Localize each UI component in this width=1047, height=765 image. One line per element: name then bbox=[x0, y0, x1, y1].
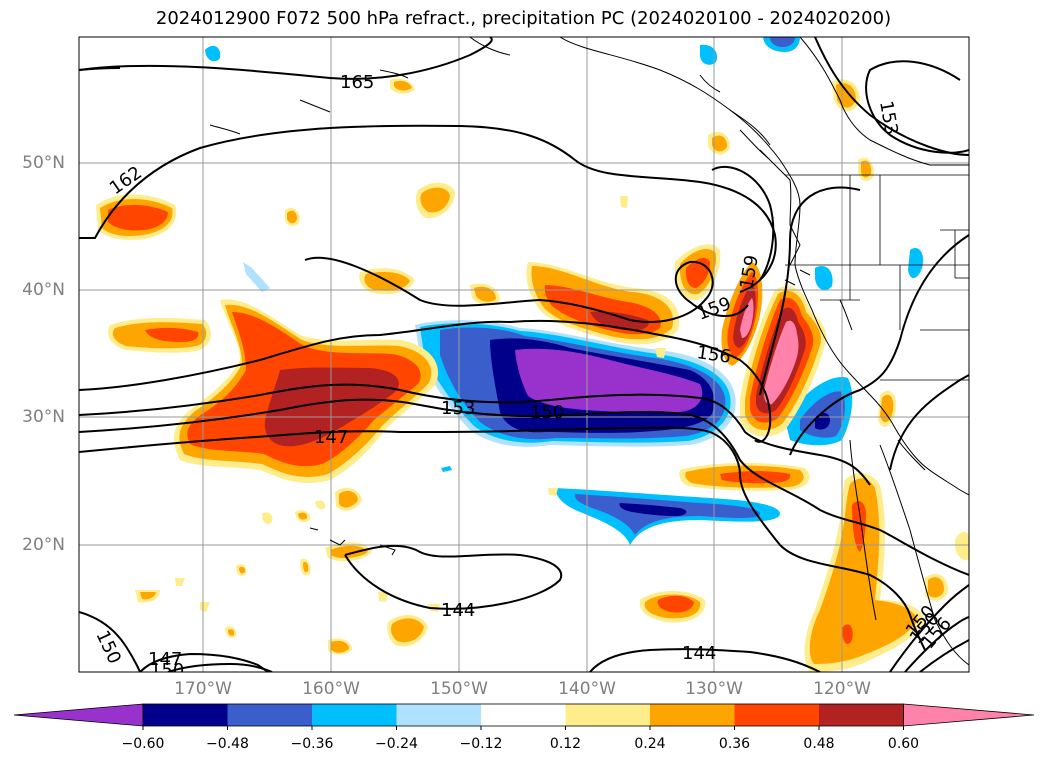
colorbar-tick-label: −0.12 bbox=[459, 736, 503, 752]
contour-label: 147 bbox=[314, 427, 348, 448]
colorbar-swatch bbox=[227, 704, 313, 726]
contour-label: 150 bbox=[150, 660, 184, 681]
colorbar-tick-label: −0.24 bbox=[375, 736, 418, 752]
colorbar-swatch bbox=[819, 704, 904, 726]
colorbar bbox=[13, 703, 1035, 730]
contour-label: 162 bbox=[106, 162, 146, 199]
contour-label: 144 bbox=[441, 600, 475, 621]
contour-label: 165 bbox=[340, 72, 374, 93]
colorbar-tick-label: 0.48 bbox=[803, 736, 835, 752]
colorbar-swatch bbox=[312, 704, 397, 726]
colorbar-tick-label: 0.60 bbox=[887, 736, 920, 752]
colorbar-outline bbox=[142, 703, 904, 727]
lon-label-170w: 170°W bbox=[174, 679, 232, 699]
colorbar-tick-label: 0.12 bbox=[549, 736, 582, 752]
lat-label-40n: 40°N bbox=[22, 280, 65, 300]
lon-label-150w: 150°W bbox=[430, 679, 488, 699]
contour-label: 147 bbox=[148, 649, 182, 670]
refractivity-contours bbox=[79, 37, 969, 672]
colorbar-extend-high bbox=[903, 703, 1035, 727]
lon-label-160w: 160°W bbox=[302, 679, 360, 699]
colorbar-extend-low bbox=[13, 703, 144, 727]
lat-label-20n: 20°N bbox=[22, 535, 65, 555]
colorbar-swatch bbox=[396, 704, 482, 726]
lat-label-30n: 30°N bbox=[22, 407, 65, 427]
lon-label-120w: 120°W bbox=[813, 679, 871, 699]
contour-label: 150 bbox=[530, 402, 564, 423]
contour-label: 153 bbox=[441, 398, 475, 419]
map-field: 165 162 153 159 159 156 153 150 147 144 … bbox=[79, 37, 969, 681]
contour-label: 150 bbox=[91, 627, 125, 667]
colorbar-tick-label: 0.24 bbox=[634, 736, 666, 752]
lon-label-130w: 130°W bbox=[685, 679, 743, 699]
colorbar-swatch bbox=[565, 704, 651, 726]
lon-label-140w: 140°W bbox=[558, 679, 616, 699]
lat-label-50n: 50°N bbox=[22, 153, 65, 173]
contour-label: 144 bbox=[682, 643, 716, 664]
political-borders bbox=[785, 174, 969, 381]
coastline bbox=[209, 37, 969, 666]
colorbar-tick-label: −0.36 bbox=[290, 736, 334, 752]
contour-label: 156 bbox=[695, 342, 732, 368]
colorbar-swatch bbox=[734, 704, 820, 726]
colorbar-swatch bbox=[481, 704, 566, 726]
contour-label: 153 bbox=[875, 99, 902, 136]
map-title: 2024012900 F072 500 hPa refract., precip… bbox=[155, 8, 892, 29]
map-frame bbox=[78, 36, 970, 673]
colorbar-swatch bbox=[650, 704, 735, 726]
colorbar-swatch bbox=[143, 704, 228, 726]
colorbar-tick-label: −0.48 bbox=[206, 736, 249, 752]
colorbar-tick-label: 0.36 bbox=[718, 736, 751, 752]
colorbar-tick-label: −0.60 bbox=[121, 736, 165, 752]
